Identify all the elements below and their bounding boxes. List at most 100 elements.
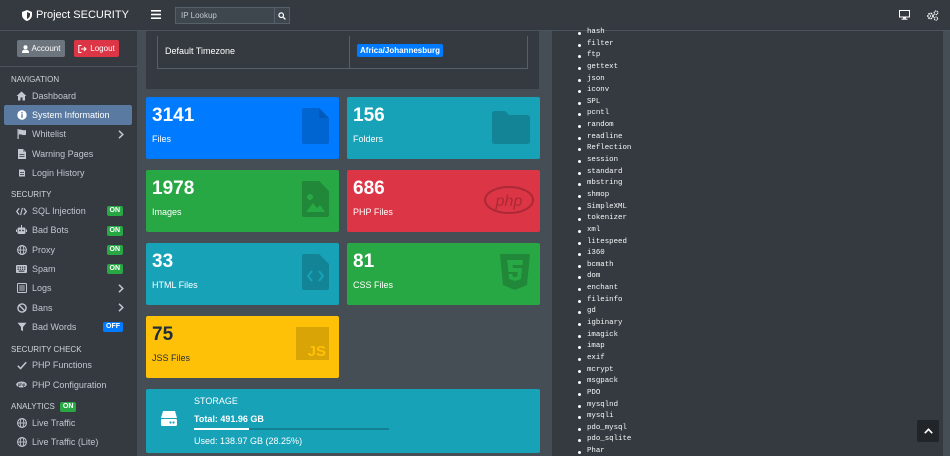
- status-badge: ON: [106, 225, 123, 236]
- status-badge: ON: [59, 401, 77, 412]
- timezone-badge: Africa/Johannesburg: [357, 44, 444, 57]
- brand[interactable]: Project SECURITY: [0, 0, 137, 31]
- sidebar-item-live-traffic-lite[interactable]: Live Traffic (Lite): [4, 432, 132, 451]
- stat-value: 75: [152, 324, 174, 345]
- sidebar-item-live-traffic[interactable]: Live Traffic: [4, 413, 132, 432]
- extension-item: SimpleXML: [578, 202, 631, 214]
- storage-used: Used: 138.97 GB (28.25%): [194, 436, 303, 446]
- sidebar-item-label: Bans: [32, 302, 53, 313]
- code-icon: [16, 207, 27, 215]
- info-table-row: Default Timezone Africa/Johannesburg: [157, 36, 528, 69]
- account-label: Account: [31, 44, 61, 53]
- sidebar-item-spam[interactable]: Spam ON: [4, 259, 132, 278]
- stat-label: HTML Files: [152, 280, 198, 290]
- sidebar-item-system-information[interactable]: System Information: [4, 105, 132, 125]
- home-icon: [16, 91, 27, 101]
- svg-text:JS: JS: [308, 343, 326, 360]
- info-circle-icon: [16, 110, 27, 120]
- sign-out-icon: [78, 44, 87, 53]
- timezone-label: Default Timezone: [158, 36, 350, 68]
- section-header-security: SECURITY: [11, 190, 52, 200]
- sidebar-item-label: Live Traffic (Lite): [32, 437, 99, 448]
- extension-item: mcrypt: [578, 365, 631, 377]
- extension-item: hash: [578, 27, 631, 39]
- stat-label: Folders: [353, 134, 384, 144]
- sidebar-item-label: Whitelist: [32, 129, 67, 140]
- stat-value: 686: [353, 178, 385, 199]
- svg-text:php: php: [18, 382, 26, 387]
- search-button[interactable]: [274, 7, 290, 24]
- php-extensions-list: hash filter ftp gettext json iconv SPL pcntl ran…: [578, 27, 631, 456]
- sidebar-item-label: SQL Injection: [32, 206, 86, 217]
- extension-item: msgpack: [578, 376, 631, 388]
- chevron-right-icon: [118, 303, 124, 312]
- sidebar-item-label: Spam: [32, 264, 56, 275]
- top-navbar: Project SECURITY: [0, 0, 950, 31]
- extension-item: SPL: [578, 97, 631, 109]
- extension-item: gd: [578, 306, 631, 318]
- ip-lookup-input[interactable]: [175, 7, 274, 24]
- extension-item: dom: [578, 271, 631, 283]
- file-icon: [17, 148, 26, 159]
- sidebar-item-bad-words[interactable]: Bad Words OFF: [4, 317, 132, 336]
- sidebar-item-bad-bots[interactable]: Bad Bots ON: [4, 221, 132, 240]
- image-file-icon: [302, 181, 329, 217]
- stat-value: 3141: [152, 105, 195, 126]
- cogs-icon[interactable]: [926, 10, 939, 21]
- robot-icon: [16, 225, 27, 235]
- sidebar-item-whitelist[interactable]: Whitelist: [4, 125, 132, 144]
- extension-item: iconv: [578, 85, 631, 97]
- logout-button[interactable]: Logout: [74, 40, 119, 57]
- list-icon: [16, 283, 27, 294]
- sidebar-item-php-functions[interactable]: PHP Functions: [4, 356, 132, 375]
- sidebar-item-dashboard[interactable]: Dashboard: [4, 86, 132, 105]
- stat-label: Images: [152, 207, 182, 217]
- extension-item: ftp: [578, 50, 631, 62]
- chevron-right-icon: [118, 283, 124, 293]
- search-icon: [278, 11, 286, 20]
- sidebar-item-bans[interactable]: Bans: [4, 298, 132, 317]
- status-badge: OFF: [103, 322, 123, 333]
- sidebar-item-proxy[interactable]: Proxy ON: [4, 240, 132, 259]
- stat-value: 33: [152, 251, 174, 272]
- sidebar-item-php-configuration[interactable]: php PHP Configuration: [4, 375, 132, 394]
- extension-item: random: [578, 120, 631, 132]
- extension-item: exif: [578, 353, 631, 365]
- flag-icon: [17, 129, 26, 140]
- sidebar-item-label: Bad Bots: [32, 225, 69, 236]
- sidebar-item-login-history[interactable]: Login History: [4, 163, 132, 182]
- extension-item: shmop: [578, 190, 631, 202]
- stat-box-jss-files: 75 JSS Files JS: [146, 316, 339, 378]
- extension-item: json: [578, 74, 631, 86]
- check-icon: [16, 361, 27, 370]
- system-info-card: Default Timezone Africa/Johannesburg: [146, 31, 539, 89]
- extension-item: pdo_sqlite: [578, 434, 631, 446]
- php-icon: php: [16, 381, 27, 388]
- extension-item: readline: [578, 132, 631, 144]
- sidebar-item-label: Login History: [32, 167, 85, 178]
- php-icon: php: [484, 186, 534, 214]
- history-icon: [18, 169, 25, 177]
- sidebar-item-warning-pages[interactable]: Warning Pages: [4, 144, 132, 163]
- css3-icon: [500, 254, 530, 290]
- sidebar-item-label: Bad Words: [32, 321, 77, 332]
- back-to-top-button[interactable]: [917, 420, 939, 442]
- sidebar-item-label: PHP Functions: [32, 360, 92, 371]
- stat-label: PHP Files: [353, 207, 393, 217]
- hdd-icon: [161, 411, 177, 426]
- menu-toggle-icon[interactable]: [151, 10, 161, 19]
- extension-item: enchant: [578, 283, 631, 295]
- monitor-icon[interactable]: [899, 10, 910, 20]
- account-button[interactable]: Account: [17, 40, 65, 57]
- code-file-icon: [302, 254, 329, 290]
- extension-item: mysqli: [578, 411, 631, 423]
- sidebar-item-label: Live Traffic: [32, 417, 76, 428]
- sidebar-item-logs[interactable]: Logs: [4, 279, 132, 298]
- globe-icon: [16, 437, 27, 448]
- extension-item: bcmath: [578, 260, 631, 272]
- section-header-navigation: NAVIGATION: [11, 75, 60, 84]
- extension-item: imagick: [578, 330, 631, 342]
- file-icon: [302, 108, 329, 144]
- sidebar-item-sql-injection[interactable]: SQL Injection ON: [4, 201, 132, 220]
- extension-item: gettext: [578, 62, 631, 74]
